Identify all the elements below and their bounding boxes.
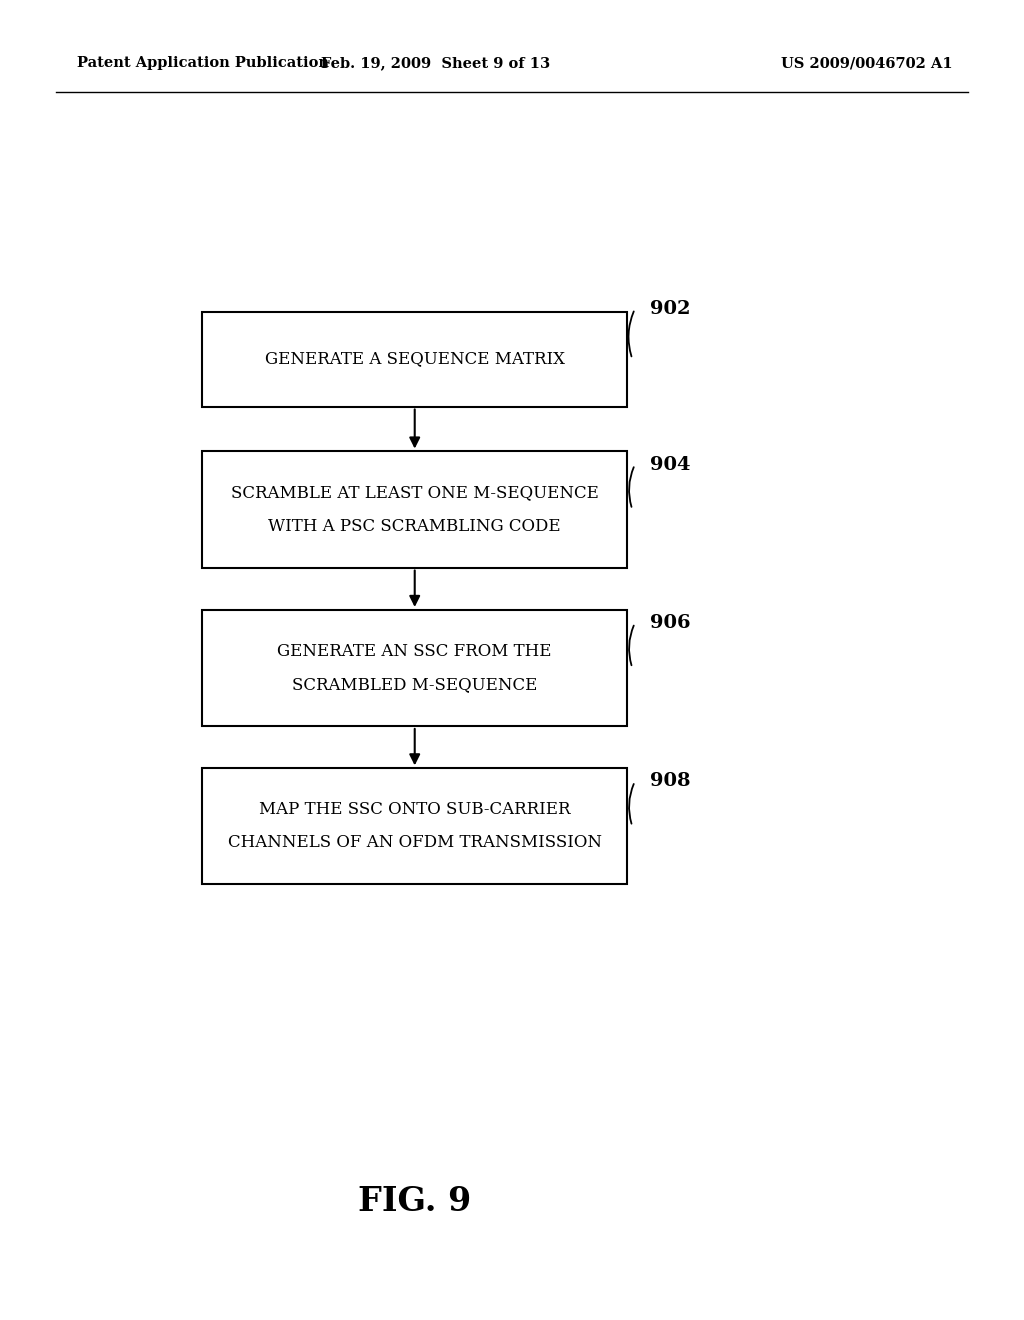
Bar — [203, 451, 627, 568]
Text: Patent Application Publication: Patent Application Publication — [77, 57, 329, 70]
Text: SCRAMBLED M-SEQUENCE: SCRAMBLED M-SEQUENCE — [292, 676, 538, 693]
Text: CHANNELS OF AN OFDM TRANSMISSION: CHANNELS OF AN OFDM TRANSMISSION — [227, 834, 602, 851]
Bar — [203, 768, 627, 884]
Text: GENERATE A SEQUENCE MATRIX: GENERATE A SEQUENCE MATRIX — [265, 351, 564, 367]
Bar — [203, 610, 627, 726]
Text: SCRAMBLE AT LEAST ONE M-SEQUENCE: SCRAMBLE AT LEAST ONE M-SEQUENCE — [230, 484, 599, 502]
Text: FIG. 9: FIG. 9 — [358, 1185, 471, 1217]
Text: Feb. 19, 2009  Sheet 9 of 13: Feb. 19, 2009 Sheet 9 of 13 — [321, 57, 550, 70]
Text: MAP THE SSC ONTO SUB-CARRIER: MAP THE SSC ONTO SUB-CARRIER — [259, 801, 570, 818]
Text: US 2009/0046702 A1: US 2009/0046702 A1 — [780, 57, 952, 70]
Text: 904: 904 — [650, 455, 691, 474]
Text: 906: 906 — [650, 614, 691, 632]
Bar — [203, 312, 627, 407]
Text: 902: 902 — [650, 300, 691, 318]
Text: GENERATE AN SSC FROM THE: GENERATE AN SSC FROM THE — [278, 643, 552, 660]
Text: WITH A PSC SCRAMBLING CODE: WITH A PSC SCRAMBLING CODE — [268, 517, 561, 535]
Text: 908: 908 — [650, 772, 691, 791]
